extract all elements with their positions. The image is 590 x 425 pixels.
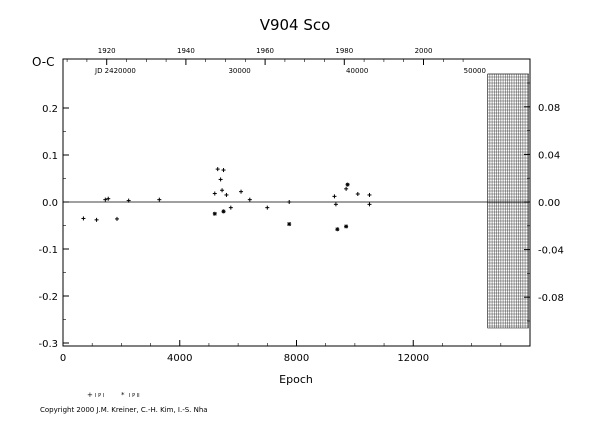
year-tick-label: 1920 [98,47,116,55]
data-point-type1 [220,188,225,193]
x-tick-label: 8000 [284,353,309,364]
data-point-type1 [367,202,372,207]
year-tick-label: 1980 [335,47,353,55]
data-point-type1 [126,198,131,203]
x-tick-label: 4000 [167,353,192,364]
data-point-type2 [221,209,226,214]
jd-tick-label: 30000 [228,67,250,75]
jd-tick-label: 40000 [346,67,368,75]
y-axis-ticks: 0.2 0.1 0.0 -0.1 -0.2 -0.3 [38,104,69,350]
data-point-type1 [265,205,270,210]
chart-title: V904 Sco [260,16,331,34]
right-tick-label: 0.04 [538,150,560,161]
data-point-type1 [333,202,338,207]
data-point-type1 [215,167,220,172]
point-d2 [335,227,340,232]
right-tick-label: -0.04 [538,246,564,257]
legend-symbol-1: + [87,391,93,399]
data-point-type1 [355,192,360,197]
point-d2 [212,211,217,216]
data-points [81,167,372,232]
data-point-type1 [157,197,162,202]
y-tick-label: 0.0 [42,198,58,209]
data-point-type1 [344,186,349,191]
right-tick-label: 0.00 [538,198,560,209]
plot-frame [62,58,531,347]
legend-label-1: I P I [95,393,104,399]
data-point-type2 [345,182,350,187]
data-point-type2 [335,227,340,232]
right-axis-ticks: 0.08 0.04 0.00 -0.04 -0.08 [524,82,564,322]
point-d2 [287,222,292,227]
year-tick-label: 1960 [256,47,274,55]
data-point-type1 [224,192,229,197]
right-tick-label: -0.08 [538,293,564,304]
point-d2 [221,209,226,214]
data-point-type1 [367,192,372,197]
right-tick-label: 0.08 [538,103,560,114]
data-point-type1 [106,196,111,201]
jd-tick-label: 50000 [464,67,486,75]
y-tick-label: 0.1 [42,151,58,162]
y-tick-label: -0.3 [38,339,58,350]
y-tick-label: 0.2 [42,104,58,115]
data-point-type1 [332,194,337,199]
legend-label-2: I P II [129,393,140,399]
data-point-type1 [239,189,244,194]
y-tick-label: -0.1 [38,245,58,256]
x-axis-ticks: 0 4000 8000 12000 [60,340,502,364]
data-point-type1 [81,216,86,221]
data-point-type1 [228,205,233,210]
data-point-type1 [247,197,252,202]
hatched-region [487,73,529,329]
data-point-type2 [287,222,292,227]
data-point-type2 [212,211,217,216]
data-point-type1 [221,168,226,173]
data-point-type1 [94,217,99,222]
y-axis-label: O-C [32,55,55,69]
y-tick-label: -0.2 [38,292,58,303]
year-tick-label: 1940 [177,47,195,55]
data-point-type1 [103,197,108,202]
x-tick-label: 0 [60,353,66,364]
point-d2 [345,182,350,187]
data-point-type1 [218,177,223,182]
copyright-text: Copyright 2000 J.M. Kreiner, C.-H. Kim, … [40,406,208,414]
x-tick-label: 12000 [397,353,429,364]
legend: + I P I * I P II [87,391,140,399]
x-axis-label: Epoch [279,373,313,386]
data-point-type1 [114,216,119,221]
data-point-type1 [287,200,292,204]
data-point-type2 [344,224,349,229]
point-d2 [344,224,349,229]
year-tick-label: 2000 [415,47,433,55]
top-jd-label: JD 2420000 [94,67,136,75]
data-point-type1 [212,191,217,196]
top-axis-ticks: 1920 1940 1960 1980 2000 30000 40000 50000 [66,47,486,75]
legend-symbol-2: * [121,391,125,399]
